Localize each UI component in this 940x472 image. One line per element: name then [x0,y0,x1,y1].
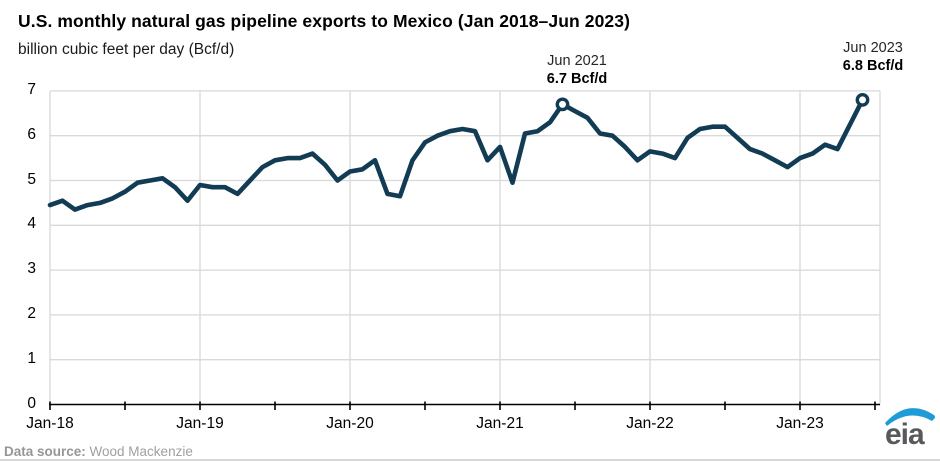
axis-unit-subtitle: billion cubic feet per day (Bcf/d) [18,41,235,58]
x-axis-label: Jan-19 [176,415,224,432]
page-title: U.S. monthly natural gas pipeline export… [18,11,631,31]
peak-marker [555,97,570,112]
eia-logo-swoosh-icon [885,408,935,426]
y-axis-label: 5 [27,170,36,188]
y-axis-label: 3 [27,260,36,278]
footer-divider [0,459,940,461]
eia-logo-text: eia [885,418,925,450]
annotation-value: 6.8 Bcf/d [842,58,904,74]
y-axis-label: 1 [27,349,36,367]
annotation-jun-2021: Jun 2021 6.7 Bcf/d [502,52,652,88]
exports-line-series [47,97,865,212]
y-axis-label: 0 [27,394,36,412]
x-axis-label: Jan-18 [26,415,74,432]
y-axis-label: 6 [27,125,36,143]
annotation-date: Jun 2021 [547,53,607,69]
x-axis-label: Jan-21 [476,415,524,432]
eia-logo: eia [885,408,935,450]
annotation-date: Jun 2023 [843,40,903,56]
x-axis-label: Jan-23 [776,415,824,432]
x-axis-label: Jan-22 [626,415,674,432]
data-source-value: Wood Mackenzie [85,444,193,459]
data-source-note: Data source: Wood Mackenzie [4,444,193,459]
annotation-value: 6.7 Bcf/d [546,71,608,87]
annotation-jun-2023: Jun 2023 6.8 Bcf/d [798,39,940,75]
peak-marker [855,92,870,107]
y-axis-label: 2 [27,304,36,322]
y-axis-label: 7 [27,80,36,98]
y-axis-label: 4 [27,215,36,233]
data-source-label: Data source: [4,444,86,459]
x-axis-label: Jan-20 [326,415,374,432]
